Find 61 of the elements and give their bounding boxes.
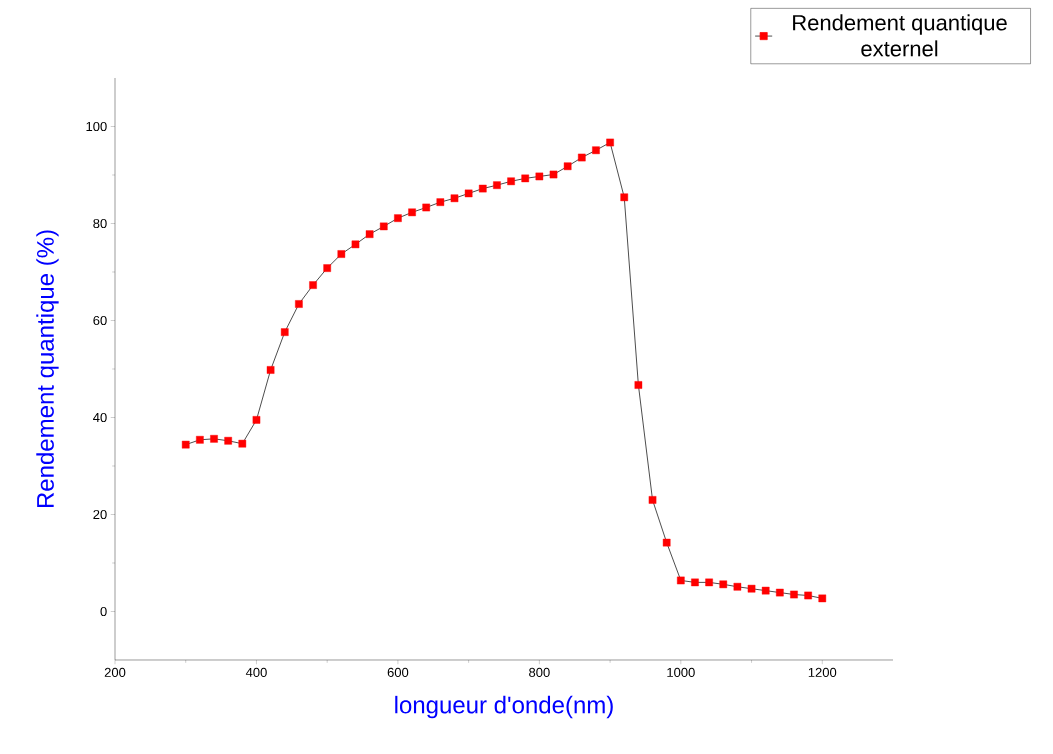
point xyxy=(478,184,487,193)
point xyxy=(196,436,204,444)
point xyxy=(422,203,430,212)
point xyxy=(804,591,812,600)
point xyxy=(181,440,190,449)
y-axis-title: Rendement quantique (%) xyxy=(36,230,59,508)
point xyxy=(634,381,643,389)
y-tick-label: 0 xyxy=(100,606,107,617)
point xyxy=(761,586,770,595)
legend-label: Rendement quantique externel xyxy=(793,14,1007,57)
point xyxy=(337,250,346,258)
x-tick-label: 1200 xyxy=(808,667,837,677)
y-tick-label: 60 xyxy=(93,315,107,326)
point xyxy=(507,177,515,186)
x-axis-title: longueur d'onde(nm) xyxy=(395,695,613,719)
point xyxy=(351,240,360,249)
point xyxy=(592,146,600,155)
point xyxy=(295,300,303,308)
y-tick-label: 40 xyxy=(93,412,107,423)
point xyxy=(776,588,784,597)
point xyxy=(818,594,827,603)
point xyxy=(719,580,728,589)
point xyxy=(620,193,629,202)
point xyxy=(309,281,317,289)
point xyxy=(493,181,501,189)
point xyxy=(677,576,685,585)
point xyxy=(379,222,388,231)
point xyxy=(705,578,713,587)
x-tick-label: 400 xyxy=(245,667,267,677)
point xyxy=(224,436,232,445)
point xyxy=(436,198,445,206)
point xyxy=(578,153,586,162)
point xyxy=(323,264,331,272)
point xyxy=(790,590,798,599)
point xyxy=(365,230,374,238)
point xyxy=(521,174,530,183)
y-tick-label: 20 xyxy=(93,509,107,520)
x-tick-label: 1000 xyxy=(667,667,695,677)
point xyxy=(747,584,756,593)
point xyxy=(733,582,742,591)
point xyxy=(563,162,572,171)
point xyxy=(280,328,289,336)
point xyxy=(238,439,247,448)
y-tick-label: 100 xyxy=(86,121,107,132)
point xyxy=(394,214,402,222)
point xyxy=(535,172,544,181)
point xyxy=(408,208,416,217)
y-tick-label: 80 xyxy=(93,218,107,229)
x-tick-label: 800 xyxy=(529,667,550,677)
x-tick-label: 200 xyxy=(104,667,126,677)
point xyxy=(606,138,614,147)
point xyxy=(210,435,218,443)
point xyxy=(464,189,473,198)
point xyxy=(662,538,671,547)
point xyxy=(691,578,699,587)
point xyxy=(450,194,459,203)
point xyxy=(252,416,261,424)
point xyxy=(266,366,275,374)
x-tick-label: 600 xyxy=(387,667,409,677)
point xyxy=(549,170,558,179)
point xyxy=(648,496,657,504)
